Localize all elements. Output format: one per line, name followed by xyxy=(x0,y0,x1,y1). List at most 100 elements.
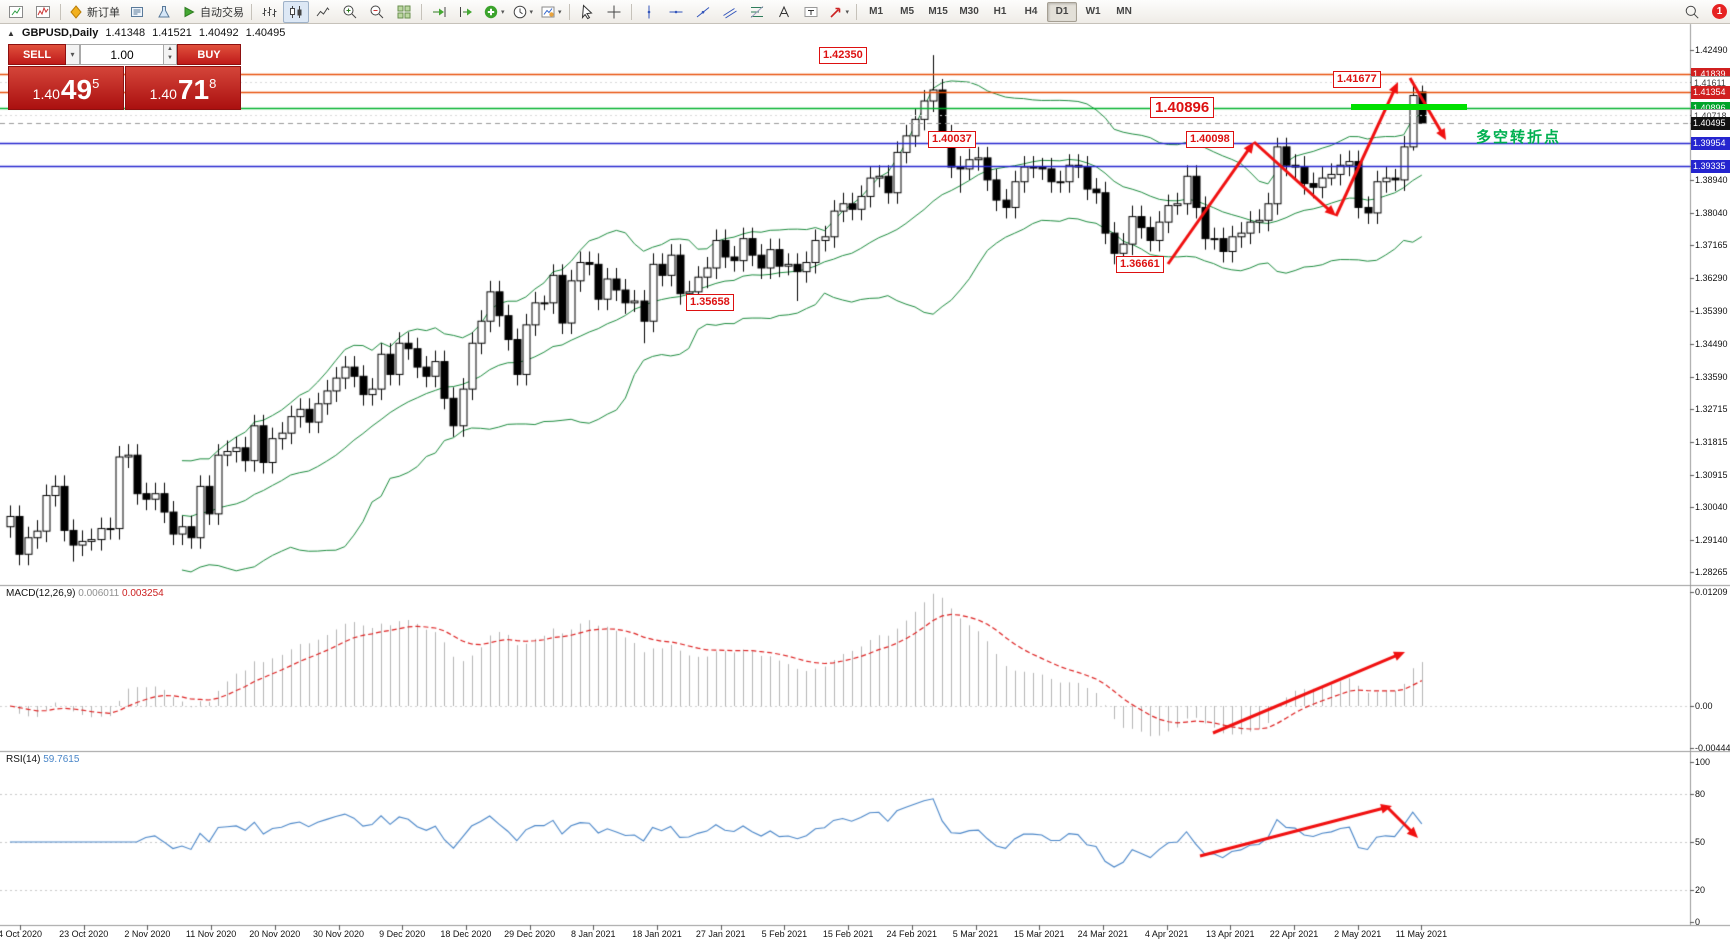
text-label-tool-button[interactable] xyxy=(798,1,824,23)
turning-point-annotation[interactable]: 多空转折点 xyxy=(1476,129,1562,146)
line-chart-icon xyxy=(315,4,331,20)
bid-main: 1.40 xyxy=(32,86,60,102)
autotrading-button[interactable]: 自动交易 xyxy=(178,1,247,23)
support-zone-bar[interactable] xyxy=(1351,104,1467,110)
bar-chart-button[interactable] xyxy=(256,1,282,23)
timeframe-m15-button[interactable]: M15 xyxy=(928,6,948,17)
price-annotation-1.40098[interactable]: 1.40098 xyxy=(1186,131,1234,148)
date-axis-label: 5 Feb 2021 xyxy=(761,929,808,939)
vertical-line-tool-button[interactable] xyxy=(636,1,662,23)
timeframe-m1-button[interactable]: M1 xyxy=(869,6,884,17)
indicators-icon xyxy=(483,4,499,20)
quote-close: 1.40495 xyxy=(245,27,286,39)
date-axis-label: 15 Mar 2021 xyxy=(1013,929,1065,939)
timeframe-d1-button[interactable]: D1 xyxy=(1047,1,1078,22)
quote-open: 1.41348 xyxy=(105,27,146,39)
buy-button[interactable]: BUY xyxy=(177,44,241,65)
rsi-axis-label: 50 xyxy=(1695,837,1706,847)
rsi-axis-label: 20 xyxy=(1695,885,1706,895)
timeframe-mn-button[interactable]: MN xyxy=(1116,6,1132,17)
strategy-tester-button[interactable] xyxy=(151,1,177,23)
macd-axis-label: -0.004446 xyxy=(1695,742,1730,753)
toolbar-separator xyxy=(421,3,422,20)
rsi-value: 59.7615 xyxy=(43,754,80,765)
date-axis-label: 30 Nov 2020 xyxy=(312,929,365,939)
text-tool-icon xyxy=(776,4,792,20)
dropdown-caret-icon: ▾ xyxy=(529,8,534,16)
cursor-tool-button[interactable] xyxy=(574,1,600,23)
toolbar-separator xyxy=(568,3,570,20)
date-axis-label: 22 Apr 2021 xyxy=(1269,929,1319,939)
date-axis-label: 2 Nov 2020 xyxy=(124,929,171,939)
price-annotation-1.40037[interactable]: 1.40037 xyxy=(928,131,976,148)
ask-price[interactable]: 1.40 71 8 xyxy=(125,66,241,110)
timeframe-h4-button[interactable]: H4 xyxy=(1024,6,1038,17)
zoom-in-button[interactable] xyxy=(337,1,363,23)
price-axis-label: 1.38040 xyxy=(1695,208,1728,219)
zoom-out-icon xyxy=(369,4,385,20)
spinner-down-icon[interactable]: ▼ xyxy=(167,55,173,61)
volume-input[interactable] xyxy=(80,44,164,65)
tick-chart-icon xyxy=(35,4,51,20)
fibonacci-tool-button[interactable] xyxy=(744,1,770,23)
price-annotation-1.35658[interactable]: 1.35658 xyxy=(686,294,734,311)
trendline-tool-button[interactable] xyxy=(690,1,716,23)
timeframe-h1-button[interactable]: H1 xyxy=(993,6,1007,17)
tick-chart-button[interactable] xyxy=(30,1,56,23)
price-tag-1.41354: 1.41354 xyxy=(1691,86,1730,99)
date-axis-label: 29 Dec 2020 xyxy=(504,929,556,939)
toolbar: 新订单 自动交易 ▾ ▾ ▾ ▾ M1 M5 M15 M30 H1 H4 D1 W1 MN 1 xyxy=(0,0,1730,24)
date-axis-label: 9 Dec 2020 xyxy=(379,929,426,939)
candlestick-chart-button[interactable] xyxy=(283,0,309,23)
rsi-axis-label: 100 xyxy=(1695,757,1711,767)
macd-label: MACD(12,26,9) 0.006011 0.003254 xyxy=(6,588,164,599)
crosshair-tool-button[interactable] xyxy=(601,1,627,23)
price-annotation-1.36661[interactable]: 1.36661 xyxy=(1116,256,1164,273)
equidistant-channel-tool-button[interactable] xyxy=(717,1,743,23)
timeframe-w1-button[interactable]: W1 xyxy=(1085,6,1101,17)
bid-price[interactable]: 1.40 49 5 xyxy=(8,66,124,110)
bid-sup: 5 xyxy=(92,76,100,91)
tile-windows-button[interactable] xyxy=(391,1,417,23)
text-tool-button[interactable] xyxy=(771,1,797,23)
notification-badge[interactable]: 1 xyxy=(1712,4,1727,19)
spinner-up-icon[interactable]: ▲ xyxy=(167,46,173,52)
price-annotation-1.41677[interactable]: 1.41677 xyxy=(1333,71,1381,88)
price-annotation-1.42350[interactable]: 1.42350 xyxy=(819,47,867,64)
templates-button[interactable]: ▾ xyxy=(537,1,565,23)
indicators-button[interactable]: ▾ xyxy=(480,1,508,23)
periods-button[interactable]: ▾ xyxy=(509,1,537,23)
price-axis-label: 1.37165 xyxy=(1695,240,1728,251)
tile-windows-icon xyxy=(396,4,412,20)
search-button[interactable] xyxy=(1679,1,1705,23)
trade-panel-toggle-icon[interactable]: ▲ xyxy=(7,28,15,38)
date-axis-label: 4 Apr 2021 xyxy=(1144,929,1189,939)
price-axis-label: 1.34490 xyxy=(1695,338,1728,349)
date-axis-label: 11 May 2021 xyxy=(1395,929,1448,939)
arrows-tool-icon xyxy=(828,4,844,20)
price-axis-label: 1.35390 xyxy=(1695,305,1728,316)
volume-dropdown-caret[interactable]: ▾ xyxy=(66,44,80,65)
horizontal-line-tool-button[interactable] xyxy=(663,1,689,23)
price-annotation-1.40896[interactable]: 1.40896 xyxy=(1150,97,1215,118)
chart-shift-button[interactable] xyxy=(453,1,479,23)
volume-spinner[interactable]: ▲ ▼ xyxy=(164,44,177,65)
terminal-icon xyxy=(129,4,145,20)
new-chart-button[interactable] xyxy=(3,1,29,23)
date-axis-label: 8 Jan 2021 xyxy=(571,929,616,939)
sell-button[interactable]: SELL xyxy=(8,44,66,65)
timeframe-m5-button[interactable]: M5 xyxy=(900,6,915,17)
new-order-button[interactable]: 新订单 xyxy=(65,1,123,23)
arrows-tool-button[interactable]: ▾ xyxy=(825,1,853,23)
date-axis-label: 27 Jan 2021 xyxy=(695,929,746,939)
line-chart-button[interactable] xyxy=(310,1,336,23)
terminal-button[interactable] xyxy=(124,1,150,23)
zoom-in-icon xyxy=(342,4,358,20)
price-axis-label: 1.29140 xyxy=(1695,534,1728,545)
price-axis-label: 1.42490 xyxy=(1695,45,1728,55)
auto-scroll-button[interactable] xyxy=(426,1,452,23)
zoom-out-button[interactable] xyxy=(364,1,390,23)
timeframe-m30-button[interactable]: M30 xyxy=(959,6,979,17)
